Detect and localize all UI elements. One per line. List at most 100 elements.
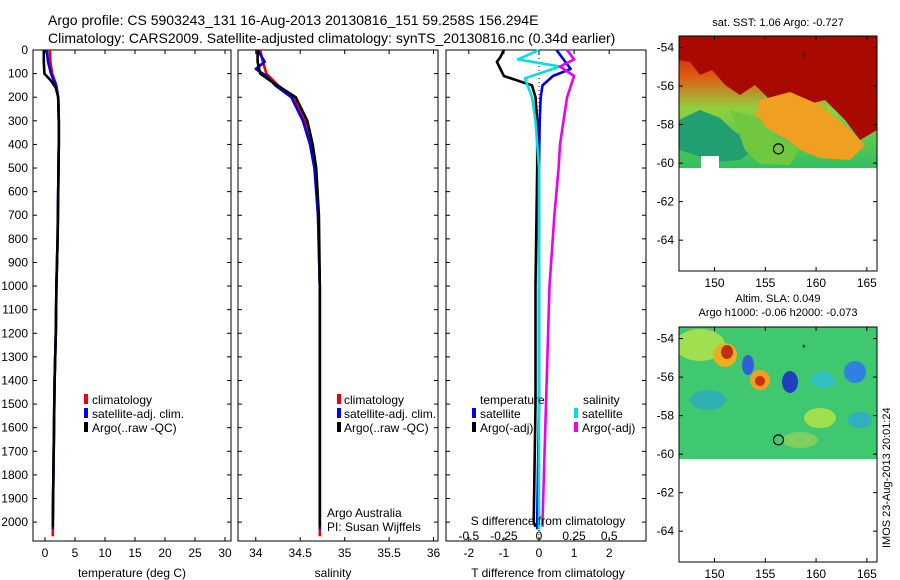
y-tick-label: 100	[8, 67, 28, 81]
x-tick-label: 35	[338, 546, 352, 560]
legend-swatch-argo	[337, 422, 341, 432]
legend-swatch-temp-argo	[472, 422, 476, 432]
legend-swatch-sal-satellite	[574, 408, 578, 418]
salinity-legend: climatology satellite-adj. clim. Argo(..…	[337, 393, 436, 435]
sla-feature	[848, 412, 872, 428]
legend-swatch-satellite	[337, 408, 341, 418]
s-tick-label: 0.25	[562, 529, 586, 543]
temperature-panel: 0100200300400500600700800900100011001200…	[1, 43, 232, 580]
map-y-tick-label: -64	[657, 233, 675, 247]
sla-feature	[721, 345, 733, 359]
sst-map-title: sat. SST: 1.06 Argo: -0.727	[712, 17, 843, 29]
y-tick-label: 500	[8, 161, 28, 175]
y-tick-label: 900	[8, 255, 28, 269]
legend-title-temperature: temperature	[480, 393, 545, 407]
y-tick-label: 200	[8, 90, 28, 104]
legend-label-temp-satellite: satellite	[480, 407, 521, 421]
map-y-tick-label: -54	[657, 41, 675, 55]
sla-feature	[690, 390, 726, 410]
map-x-tick-label: 165	[857, 276, 877, 290]
x-tick-label: 0	[42, 546, 49, 560]
s-tick-label: -0.5	[458, 529, 479, 543]
legend-label-satellite: satellite-adj. clim.	[92, 407, 184, 421]
legend-swatch-argo	[84, 422, 88, 432]
y-tick-label: 1800	[1, 468, 28, 482]
y-tick-label: 800	[8, 232, 28, 246]
sla-feature	[755, 376, 765, 386]
x-tick-label: 1	[571, 546, 578, 560]
legend-swatch-sal-argo	[574, 422, 578, 432]
y-tick-label: 1700	[1, 444, 28, 458]
legend-title-salinity: salinity	[583, 393, 620, 407]
difference-legend: temperature salinity satellite Argo(-adj…	[472, 393, 635, 435]
sst-mid-region	[755, 92, 865, 160]
s-tick-label: -0.25	[490, 529, 518, 543]
sla-feature	[811, 372, 835, 388]
y-tick-label: 0	[21, 43, 28, 57]
map-y-tick-label: -56	[657, 370, 675, 384]
credit-line-2: PI: Susan Wijffels	[327, 520, 421, 534]
sst-missing-notch	[701, 156, 719, 168]
x-tick-label: 10	[98, 546, 112, 560]
x-tick-label: 34.5	[289, 546, 313, 560]
x-tick-label: -2	[463, 546, 474, 560]
y-tick-label: 1400	[1, 373, 28, 387]
temperature-lines	[42, 49, 61, 537]
y-tick-label: 700	[8, 208, 28, 222]
sla-feature	[844, 361, 866, 383]
y-tick-label: 1600	[1, 421, 28, 435]
y-tick-label: 1900	[1, 492, 28, 506]
previous-position-marker: *	[802, 52, 806, 62]
difference-lines	[495, 48, 576, 530]
difference-panel: -2 -1 0 1 2 -0.5 -0.25 0 0.25 0.5 S difference fr…	[445, 48, 647, 580]
temperature-axes-frame	[32, 49, 232, 542]
x-tick-label: 25	[188, 546, 202, 560]
y-tick-label: 1300	[1, 350, 28, 364]
x-tick-label: 30	[218, 546, 232, 560]
map-y-tick-label: -58	[657, 118, 675, 132]
legend-swatch-temp-satellite	[472, 408, 476, 418]
x-tick-label: 0	[536, 546, 543, 560]
map-x-tick-label: 150	[705, 567, 725, 580]
sst-cold-region	[679, 110, 760, 162]
previous-position-marker: *	[802, 343, 806, 353]
legend-swatch-climatology	[337, 394, 341, 404]
map-y-tick-label: -62	[657, 486, 675, 500]
y-tick-label: 1500	[1, 397, 28, 411]
sla-feature	[782, 432, 818, 448]
float-position-marker	[772, 434, 785, 446]
map-y-tick-label: -62	[657, 195, 675, 209]
map-y-tick-label: -58	[657, 409, 675, 423]
series-line-argo-raw-qc-	[256, 50, 322, 527]
y-tick-label: 400	[8, 137, 28, 151]
t-difference-xlabel: T difference from climatology	[471, 566, 625, 580]
salinity-panel: 34 34.5 35 35.5 36 salinity climatology sate…	[237, 49, 441, 580]
y-tick-label: 1000	[1, 279, 28, 293]
credit-line-1: Argo Australia	[327, 506, 402, 520]
map-y-tick-label: -54	[657, 332, 675, 346]
legend-label-sal-argo: Argo(-adj)	[582, 421, 635, 435]
series-line-argo-raw-qc-	[42, 50, 61, 527]
sla-map: Altim. SLA: 0.049 Argo h1000: -0.06 h200…	[657, 293, 878, 580]
series-line-salinity-argo-adj-	[541, 49, 576, 527]
sla-map-title: Altim. SLA: 0.049	[736, 293, 821, 305]
legend-label-sal-satellite: satellite	[582, 407, 623, 421]
s-tick-label: 0.5	[601, 529, 618, 543]
x-tick-label: 5	[72, 546, 79, 560]
header-line-2: Climatology: CARS2009. Satellite-adjuste…	[48, 30, 615, 46]
legend-label-argo: Argo(..raw -QC)	[344, 421, 429, 435]
map-y-tick-label: -60	[657, 156, 675, 170]
series-line-temperature-argo-adj-	[495, 49, 539, 528]
legend-swatch-climatology	[84, 394, 88, 404]
sst-map-frame	[678, 35, 878, 272]
sst-map: sat. SST: 1.06 Argo: -0.727 150 155 160 165…	[657, 17, 878, 290]
float-position-marker	[772, 143, 785, 155]
legend-label-climatology: climatology	[344, 393, 404, 407]
y-tick-label: 600	[8, 185, 28, 199]
sst-warm-region	[679, 36, 877, 140]
series-line-salinity-satellite	[516, 48, 562, 530]
y-tick-label: 1100	[2, 303, 28, 317]
salinity-axes-frame	[237, 49, 439, 542]
legend-label-argo: Argo(..raw -QC)	[92, 421, 177, 435]
